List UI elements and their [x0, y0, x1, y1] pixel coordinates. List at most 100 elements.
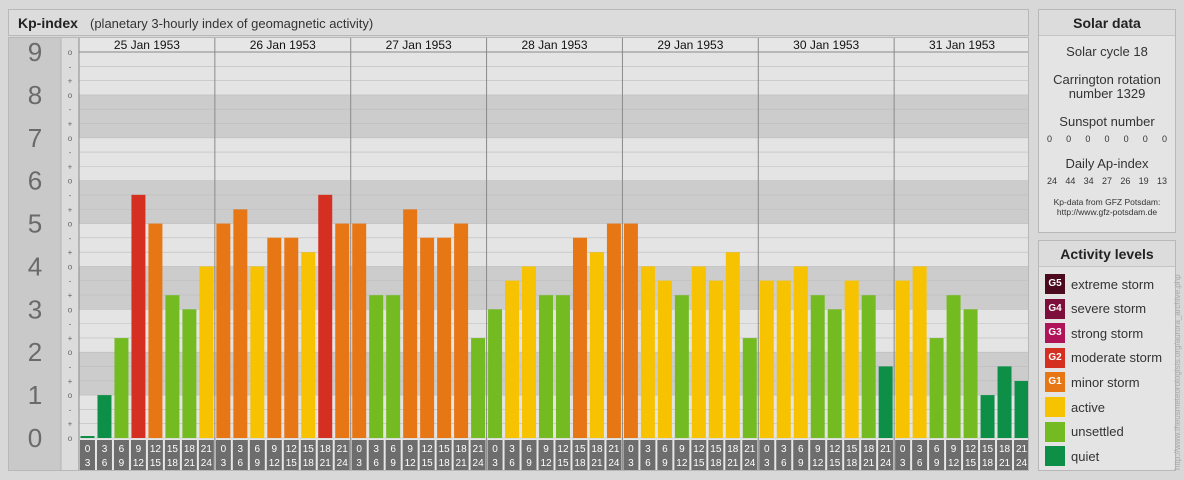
kp-bar: [793, 266, 808, 438]
hour-box: [742, 440, 758, 470]
sunspot-title: Sunspot number: [1059, 114, 1155, 129]
hour-box: [283, 440, 299, 470]
legend-label: active: [1071, 399, 1105, 415]
y-minor-tick-label: -: [69, 405, 72, 414]
hour-start-label: 12: [965, 444, 977, 455]
hour-start-label: 3: [373, 444, 379, 455]
kp-bar: [318, 194, 333, 438]
hour-end-label: 21: [320, 458, 332, 469]
sunspot-value: 0: [1123, 134, 1129, 144]
kp-bar: [369, 295, 384, 438]
hour-box: [589, 440, 605, 470]
hour-end-label: 3: [628, 458, 634, 469]
grid-band: [79, 180, 1028, 224]
hour-start-label: 18: [727, 444, 739, 455]
hour-end-label: 24: [201, 458, 213, 469]
hour-end-label: 9: [662, 458, 668, 469]
ap-values: 24 44 34 27 26 19 13: [1039, 176, 1175, 186]
legend-item: quiet: [1045, 446, 1100, 467]
hour-box: [504, 440, 520, 470]
hour-start-label: 0: [628, 444, 634, 455]
legend-label: quiet: [1071, 448, 1100, 464]
hour-box: [317, 440, 333, 470]
hour-box: [215, 440, 231, 470]
hour-start-label: 9: [679, 444, 685, 455]
hour-end-label: 12: [948, 458, 960, 469]
legend-item: unsettled: [1045, 421, 1124, 442]
kp-bar: [980, 395, 995, 438]
y-minor-tick-label: +: [68, 377, 73, 386]
y-minor-tick-label: -: [69, 191, 72, 200]
y-tick-label: 9: [28, 38, 42, 67]
kp-bar: [488, 309, 503, 438]
hour-end-label: 6: [238, 458, 244, 469]
credit-link[interactable]: http://www.gfz-potsdam.de: [1056, 207, 1158, 217]
y-minor-tick-label: +: [68, 420, 73, 429]
hour-start-label: 0: [764, 444, 770, 455]
hour-start-label: 21: [473, 444, 485, 455]
y-minor-tick-label: o: [68, 434, 73, 443]
hour-box: [946, 440, 962, 470]
carrington-line-1: Carrington rotation: [1053, 72, 1161, 87]
hour-box: [266, 440, 282, 470]
hour-box: [878, 440, 894, 470]
hour-box: [912, 440, 928, 470]
kp-bar: [352, 223, 367, 438]
hour-start-label: 12: [557, 444, 569, 455]
hour-box: [640, 440, 656, 470]
ap-value: 13: [1156, 176, 1167, 186]
hour-end-label: 18: [167, 458, 179, 469]
hour-box: [708, 440, 724, 470]
y-minor-axis-background: [61, 38, 79, 470]
hour-start-label: 3: [238, 444, 244, 455]
hour-box: [113, 440, 129, 470]
kp-bar: [233, 209, 248, 438]
hour-start-label: 6: [662, 444, 668, 455]
hour-box: [198, 440, 214, 470]
y-tick-label: 4: [28, 251, 42, 281]
hour-end-label: 9: [119, 458, 125, 469]
hour-end-label: 9: [798, 458, 804, 469]
sunspot-value: 0: [1104, 134, 1110, 144]
kp-bar: [708, 280, 723, 438]
hour-box: [793, 440, 809, 470]
hour-box: [96, 440, 112, 470]
day-label: 25 Jan 1953: [114, 38, 180, 52]
kp-bar: [861, 295, 876, 438]
legend-label: extreme storm: [1071, 276, 1155, 292]
hour-start-label: 9: [951, 444, 957, 455]
hour-end-label: 24: [880, 458, 892, 469]
hour-box: [453, 440, 469, 470]
hour-box: [368, 440, 384, 470]
hour-end-label: 9: [934, 458, 940, 469]
hour-box: [470, 440, 486, 470]
hour-box: [691, 440, 707, 470]
hour-start-label: 9: [407, 444, 413, 455]
hour-box: [334, 440, 350, 470]
hour-box: [861, 440, 877, 470]
kp-bar: [420, 237, 435, 438]
hour-end-label: 18: [439, 458, 451, 469]
kp-bar: [691, 266, 706, 438]
kp-bar: [522, 266, 537, 438]
kp-chart-frame: 0 1 2 3 4 5 6 7 8 9 o + - o + - o + - o + - o + - o + - o + - o + - o + - o 25…: [8, 37, 1029, 471]
hour-box: [997, 440, 1013, 470]
sunspot-values: 0 0 0 0 0 0 0: [1039, 134, 1175, 144]
y-tick-label: 5: [28, 209, 42, 239]
hour-end-label: 21: [456, 458, 468, 469]
kp-bar: [556, 295, 570, 438]
hour-start-label: 18: [999, 444, 1011, 455]
hour-start-label: 6: [934, 444, 940, 455]
hour-start-label: 21: [201, 444, 213, 455]
legend-item: G3 strong storm: [1045, 323, 1143, 344]
y-minor-tick-label: o: [68, 305, 73, 314]
hour-box: [385, 440, 401, 470]
hour-start-label: 6: [526, 444, 532, 455]
hour-box: [487, 440, 503, 470]
hour-start-label: 12: [693, 444, 705, 455]
hour-end-label: 6: [373, 458, 379, 469]
hour-box: [555, 440, 571, 470]
hour-end-label: 21: [727, 458, 739, 469]
y-minor-tick-label: o: [68, 177, 73, 186]
y-minor-tick-label: -: [69, 363, 72, 372]
